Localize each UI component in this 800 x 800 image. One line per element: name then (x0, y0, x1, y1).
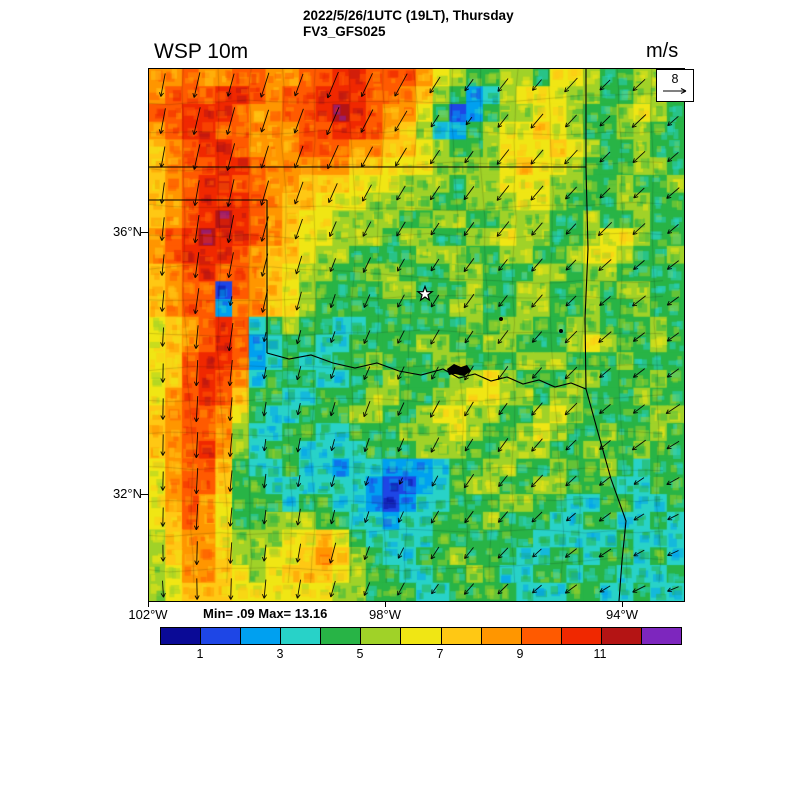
colorbar-segment (441, 628, 482, 644)
colorbar-tick-label: 11 (593, 647, 607, 661)
colorbar (160, 627, 682, 645)
colorbar-segment (161, 628, 202, 644)
lon-tick-98w (385, 601, 386, 607)
lon-label-94w: 94°W (606, 607, 638, 622)
valid-time-title: 2022/5/26/1UTC (19LT), Thursday (303, 8, 514, 23)
reference-vector-value: 8 (671, 72, 679, 86)
colorbar-segment (521, 628, 562, 644)
minmax-stats: Min= .09 Max= 13.16 (203, 606, 328, 621)
lon-tick-102w (148, 601, 149, 607)
colorbar-tick-label: 7 (436, 647, 444, 661)
colorbar-segment (281, 628, 322, 644)
colorbar-segment (201, 628, 242, 644)
lon-label-102w: 102°W (128, 607, 168, 622)
lat-tick-36n (141, 232, 148, 233)
units-label: m/s (646, 40, 679, 62)
title-block: 2022/5/26/1UTC (19LT), Thursday FV3_GFS0… (303, 8, 514, 39)
colorbar-tick-label: 5 (356, 647, 364, 661)
lat-tick-32n (141, 494, 148, 495)
colorbar-segment (641, 628, 682, 644)
colorbar-tick-label: 9 (516, 647, 524, 661)
colorbar-segment (321, 628, 362, 644)
colorbar-segment (241, 628, 282, 644)
colorbar-segment (361, 628, 402, 644)
colorbar-tick-label: 3 (276, 647, 284, 661)
reference-vector-arrow-icon (663, 88, 687, 94)
model-name: FV3_GFS025 (303, 23, 386, 39)
lat-label-32n: 32°N (112, 486, 142, 501)
wind-speed-heatmap (149, 69, 684, 601)
colorbar-segment (601, 628, 642, 644)
map-frame (148, 68, 685, 602)
colorbar-tick-label: 1 (196, 647, 204, 661)
colorbar-labels: 1 3 5 7 9 11 (160, 647, 680, 662)
variable-label: WSP 10m (154, 40, 249, 63)
colorbar-segment (401, 628, 442, 644)
lon-label-98w: 98°W (369, 607, 401, 622)
colorbar-segment (481, 628, 522, 644)
colorbar-segment (561, 628, 602, 644)
lon-tick-94w (622, 601, 623, 607)
lat-label-36n: 36°N (112, 224, 142, 239)
reference-vector-box: 8 (656, 69, 694, 102)
